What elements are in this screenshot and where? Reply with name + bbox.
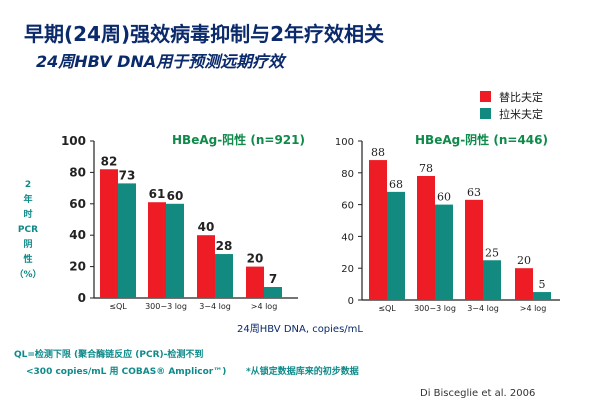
data-label: 63	[467, 186, 481, 199]
footnote-copies: <300 copies/mL 用 COBAS® Amplicor™)	[26, 367, 227, 377]
legend-label-lamivudine: 拉米夫定	[499, 107, 543, 121]
y-tick-label: 20	[69, 260, 86, 274]
y-tick-label: 80	[341, 169, 354, 180]
y-tick-label: 60	[341, 201, 354, 212]
x-tick-label: >4 log	[520, 304, 547, 313]
data-label: 25	[485, 246, 499, 259]
y-axis-label-line: （%）	[14, 270, 42, 280]
y-tick-label: 40	[69, 228, 86, 242]
y-axis-label-line: 2	[24, 180, 32, 190]
data-label: 88	[371, 146, 385, 159]
data-label: 82	[101, 154, 118, 168]
y-tick-label: 40	[341, 232, 354, 243]
data-label: 61	[149, 187, 166, 201]
legend-item-telbivudine: 替比夫定	[480, 88, 543, 105]
x-tick-label: 300−3 log	[145, 302, 187, 311]
footnote-preliminary: *从锁定数据库来的初步数据	[246, 367, 359, 377]
bar-telbivudine	[197, 235, 215, 298]
legend-label-telbivudine: 替比夫定	[499, 90, 543, 104]
bar-telbivudine	[246, 266, 264, 298]
data-label: 60	[167, 189, 184, 203]
x-tick-label: ≤QL	[378, 304, 396, 313]
y-tick-label: 0	[78, 291, 86, 305]
x-tick-label: >4 log	[251, 302, 278, 311]
x-tick-label: ≤QL	[109, 302, 127, 311]
data-label: 73	[119, 168, 136, 182]
x-axis-label: 24周HBV DNA, copies/mL	[237, 324, 363, 335]
bar-lamivudine	[166, 203, 184, 298]
footnote-ql: QL=检测下限 (聚合酶链反应 (PCR)-检测不到	[14, 350, 204, 360]
legend: 替比夫定 拉米夫定	[480, 88, 543, 122]
x-tick-label: 3−4 log	[199, 302, 231, 311]
y-axis-label: 2 年 时 PCR 阴 性 （%）	[8, 178, 48, 283]
data-label: 60	[437, 191, 451, 204]
y-tick-label: 20	[341, 264, 354, 275]
y-tick-label: 0	[348, 296, 354, 307]
data-label: 7	[269, 272, 277, 286]
x-tick-label: 3−4 log	[467, 304, 499, 313]
data-label: 68	[389, 178, 403, 191]
bar-lamivudine	[435, 204, 453, 300]
slide-subtitle: 24周HBV DNA用于预测远期疗效	[36, 52, 285, 71]
bar-lamivudine	[215, 254, 233, 298]
x-tick-label: 300−3 log	[414, 304, 456, 313]
y-tick-label: 100	[335, 137, 354, 148]
bar-telbivudine	[465, 199, 483, 300]
legend-swatch-telbivudine	[480, 91, 491, 102]
bar-telbivudine	[148, 202, 166, 298]
chart-title: HBeAg-阳性 (n=921)	[172, 132, 305, 147]
y-axis-label-line: 性	[23, 255, 33, 265]
bar-telbivudine	[100, 169, 118, 298]
bar-telbivudine	[515, 268, 533, 300]
bar-lamivudine	[118, 183, 136, 298]
bar-telbivudine	[417, 175, 435, 300]
data-label: 78	[419, 162, 433, 175]
data-label: 20	[247, 252, 264, 266]
data-label: 5	[539, 278, 546, 291]
data-label: 40	[198, 220, 215, 234]
bar-telbivudine	[369, 160, 387, 300]
y-tick-label: 100	[61, 134, 86, 148]
data-label: 20	[517, 254, 531, 267]
bar-lamivudine	[483, 260, 501, 300]
chart-title: HBeAg-阴性 (n=446)	[415, 132, 548, 147]
y-axis-label-line: 年	[23, 195, 33, 205]
bar-lamivudine	[387, 191, 405, 300]
bar-lamivudine	[533, 292, 551, 300]
y-tick-label: 60	[69, 197, 86, 211]
y-axis-label-line: 阴	[23, 240, 33, 250]
y-axis-label-line: PCR	[17, 225, 39, 235]
legend-item-lamivudine: 拉米夫定	[480, 105, 543, 122]
citation: Di Bisceglie et al. 2006	[420, 388, 536, 399]
y-axis-label-line: 时	[23, 210, 33, 220]
slide-title: 早期(24周)强效病毒抑制与2年疗效相关	[24, 22, 385, 46]
y-tick-label: 80	[69, 165, 86, 179]
bar-lamivudine	[264, 287, 282, 298]
data-label: 28	[216, 239, 233, 253]
legend-swatch-lamivudine	[480, 108, 491, 119]
